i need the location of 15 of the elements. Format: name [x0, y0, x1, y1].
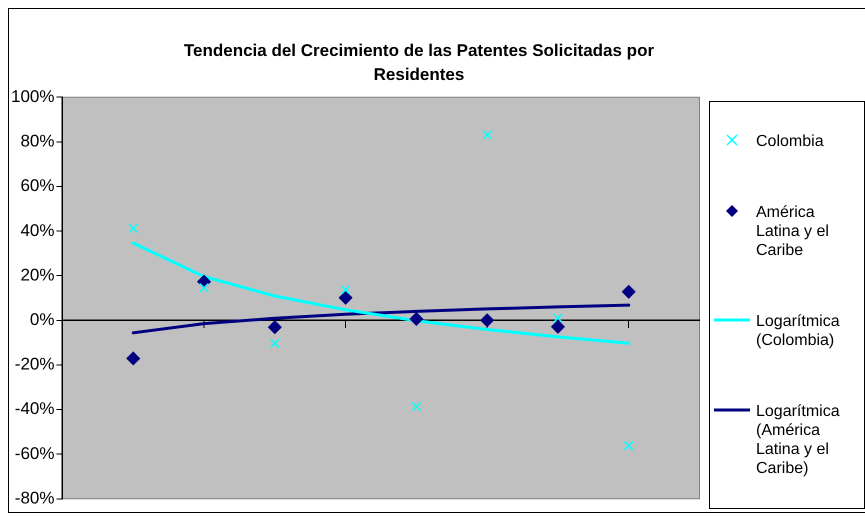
- y-tick-label: -60%: [14, 444, 54, 463]
- y-tick-label: 60%: [20, 176, 54, 196]
- legend-label: Logarítmica (América Latina y el Caribe): [756, 402, 841, 478]
- y-tick-label: -40%: [14, 399, 54, 418]
- y-tick-label: -80%: [14, 488, 54, 508]
- y-tick-label: 20%: [20, 265, 54, 284]
- y-tick-label: 0%: [30, 310, 54, 329]
- y-tick-label: 80%: [20, 132, 54, 151]
- legend-label: Colombia: [756, 132, 824, 151]
- y-tick-label: -20%: [14, 354, 54, 374]
- y-tick-label: 100%: [10, 86, 54, 106]
- y-tick-label: 40%: [20, 220, 54, 240]
- chart-title: Tendencia del Crecimiento de las Patentes Solicitadas por Residentes: [182, 40, 656, 86]
- legend-label: Logarítmica (Colombia): [756, 312, 841, 350]
- legend-label: América Latina y el Caribe: [756, 203, 830, 260]
